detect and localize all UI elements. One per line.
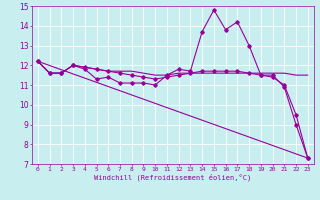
X-axis label: Windchill (Refroidissement éolien,°C): Windchill (Refroidissement éolien,°C) (94, 174, 252, 181)
